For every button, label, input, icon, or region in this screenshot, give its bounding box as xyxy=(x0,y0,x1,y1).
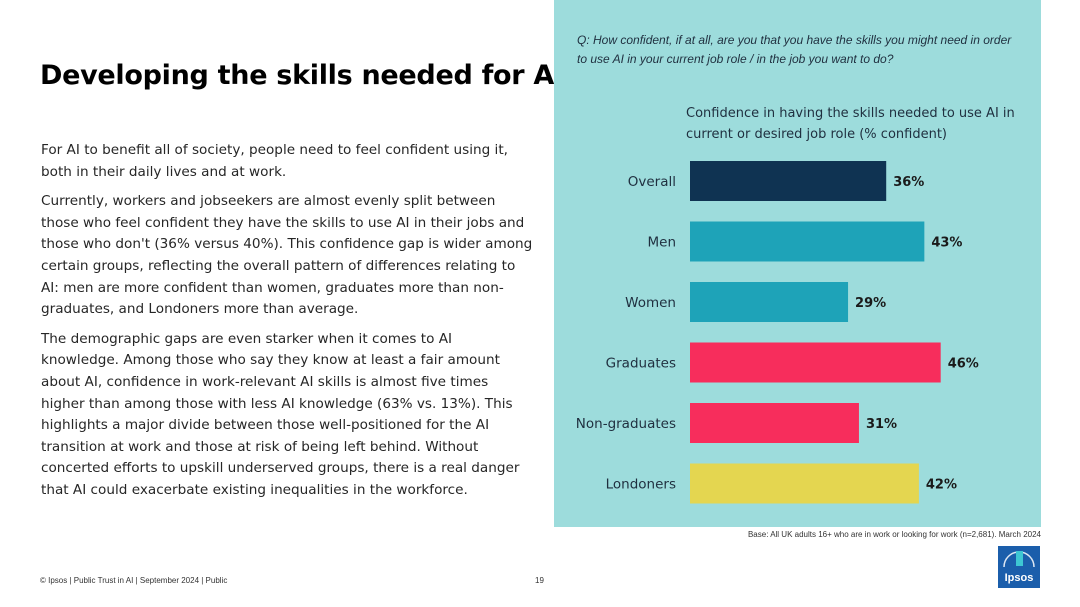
data-label-non-graduates: 31% xyxy=(866,417,897,432)
survey-question: Q: How confident, if at all, are you tha… xyxy=(577,33,1012,66)
category-label-non-graduates: Non-graduates xyxy=(576,416,676,432)
bar-chart: Overall 36% Men 43% Women 29% Graduates 46% Non-… xyxy=(576,161,979,504)
category-label-women: Women xyxy=(625,295,676,311)
base-note: Base: All UK adults 16+ who are in work … xyxy=(747,530,1041,539)
footer-text: © Ipsos | Public Trust in AI | September… xyxy=(40,576,228,585)
data-label-women: 29% xyxy=(855,296,886,311)
category-label-londoners: Londoners xyxy=(606,477,676,493)
category-label-overall: Overall xyxy=(628,174,676,190)
body-text: For AI to benefit all of society, people… xyxy=(41,140,533,510)
data-label-londoners: 42% xyxy=(926,478,957,493)
bar-overall xyxy=(690,161,887,201)
logo-text: Ipsos xyxy=(1005,572,1034,584)
bar-non-graduates xyxy=(690,403,859,443)
confidence-paragraph: Currently, workers and jobseekers are al… xyxy=(41,193,533,318)
bar-women xyxy=(690,282,849,322)
data-label-overall: 36% xyxy=(893,175,924,190)
category-label-men: Men xyxy=(647,235,676,251)
data-label-men: 43% xyxy=(931,236,962,251)
bar-graduates xyxy=(690,342,941,383)
page-title: Developing the skills needed for AI xyxy=(40,60,564,91)
intro-paragraph: For AI to benefit all of society, people… xyxy=(41,142,508,180)
category-label-graduates: Graduates xyxy=(606,356,676,372)
bar-londoners xyxy=(690,463,919,504)
data-label-graduates: 46% xyxy=(948,357,979,372)
page-number: 19 xyxy=(535,576,544,585)
knowledge-paragraph: The demographic gaps are even starker wh… xyxy=(41,330,520,498)
ipsos-logo: Ipsos xyxy=(998,546,1040,588)
bar-men xyxy=(690,221,925,262)
chart-title: Confidence in having the skills needed t… xyxy=(686,106,1015,142)
